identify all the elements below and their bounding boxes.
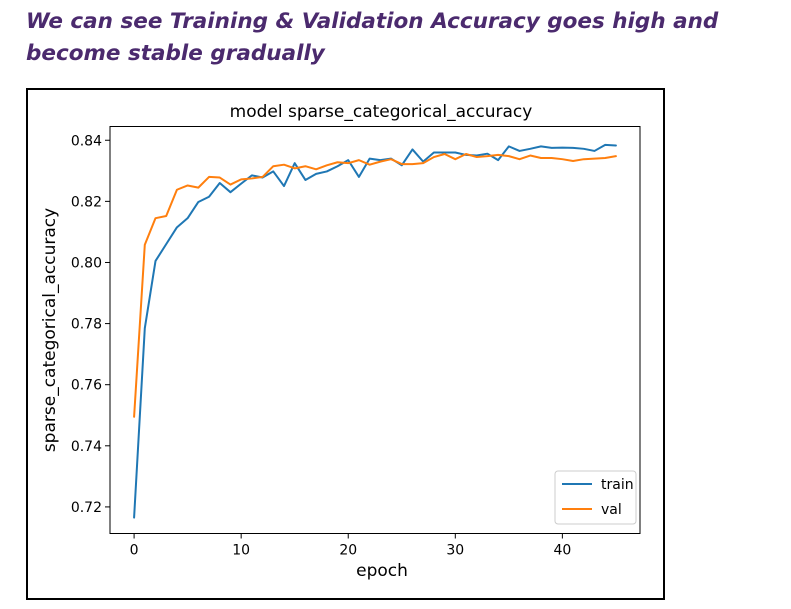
legend-val-label: val <box>601 502 622 518</box>
x-tick-label: 0 <box>130 543 139 559</box>
y-tick-label: 0.80 <box>71 255 102 271</box>
chart-title: model sparse_categorical_accuracy <box>230 102 533 122</box>
y-tick-label: 0.78 <box>71 317 102 333</box>
caption: We can see Training & Validation Accurac… <box>26 9 719 66</box>
series-line-train <box>133 143 617 519</box>
x-tick-label: 40 <box>553 543 571 559</box>
x-tick-label: 20 <box>339 543 357 559</box>
y-axis-label: sparse_categorical_accuracy <box>40 208 60 452</box>
plot-frame <box>109 126 641 534</box>
series-line-val <box>133 153 617 418</box>
accuracy-chart: model sparse_categorical_accuracy 0 10 20 3… <box>40 102 641 581</box>
y-tick-label: 0.72 <box>71 500 102 516</box>
legend: train val <box>554 470 637 525</box>
y-tick-label: 0.84 <box>71 133 102 149</box>
plot-area <box>133 143 617 519</box>
x-axis: 0 10 20 30 40 <box>130 533 571 559</box>
x-axis-label: epoch <box>356 561 408 581</box>
x-tick-label: 30 <box>446 543 464 559</box>
y-tick-label: 0.76 <box>71 378 102 394</box>
legend-train-label: train <box>601 477 634 493</box>
x-tick-label: 10 <box>232 543 250 559</box>
y-tick-label: 0.74 <box>71 439 102 455</box>
y-axis: 0.72 0.74 0.76 0.78 0.80 0.82 0.84 <box>71 133 110 516</box>
y-tick-label: 0.82 <box>71 194 102 210</box>
